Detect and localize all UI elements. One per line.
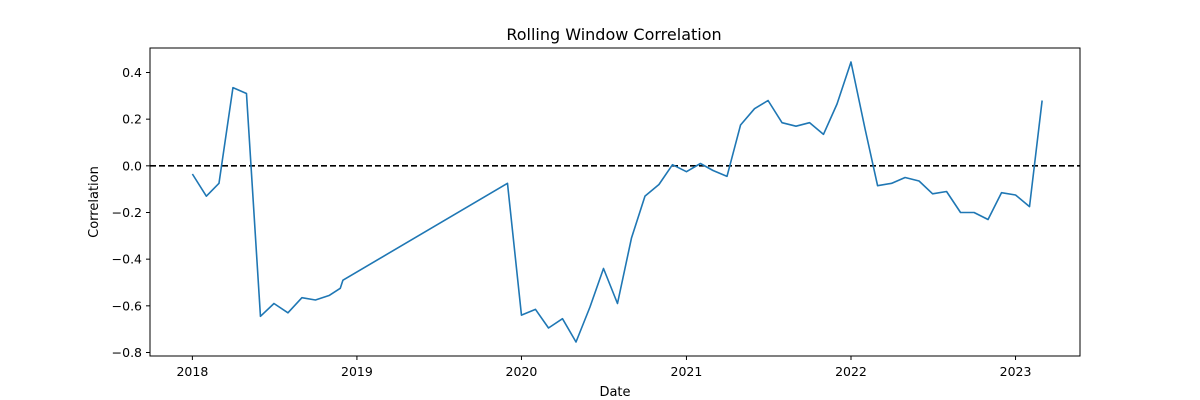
chart-title: Rolling Window Correlation <box>506 25 721 44</box>
y-tick-label: 0.0 <box>122 158 142 173</box>
plot-area <box>150 61 1080 343</box>
x-tick-label: 2019 <box>341 364 373 379</box>
y-axis-label: Correlation <box>87 166 102 238</box>
x-tick-label: 2020 <box>506 364 538 379</box>
x-axis-label: Date <box>599 385 630 400</box>
y-tick-label: −0.8 <box>112 345 142 360</box>
y-tick-label: −0.4 <box>112 252 142 267</box>
x-tick-label: 2023 <box>1000 364 1032 379</box>
y-tick-label: 0.2 <box>122 112 142 127</box>
x-tick-label: 2022 <box>835 364 867 379</box>
y-tick-label: −0.6 <box>112 298 142 313</box>
x-tick-label: 2018 <box>176 364 208 379</box>
plot-frame <box>149 47 1081 357</box>
x-axis: 2018 2019 2020 2021 2022 2023 <box>176 356 1031 379</box>
y-tick-label: −0.2 <box>112 205 142 220</box>
y-tick-label: 0.4 <box>122 65 142 80</box>
y-axis: 0.4 0.2 0.0 −0.2 −0.4 −0.6 −0.8 <box>112 65 150 360</box>
series-line-1 <box>191 61 1043 343</box>
x-tick-label: 2021 <box>671 364 703 379</box>
